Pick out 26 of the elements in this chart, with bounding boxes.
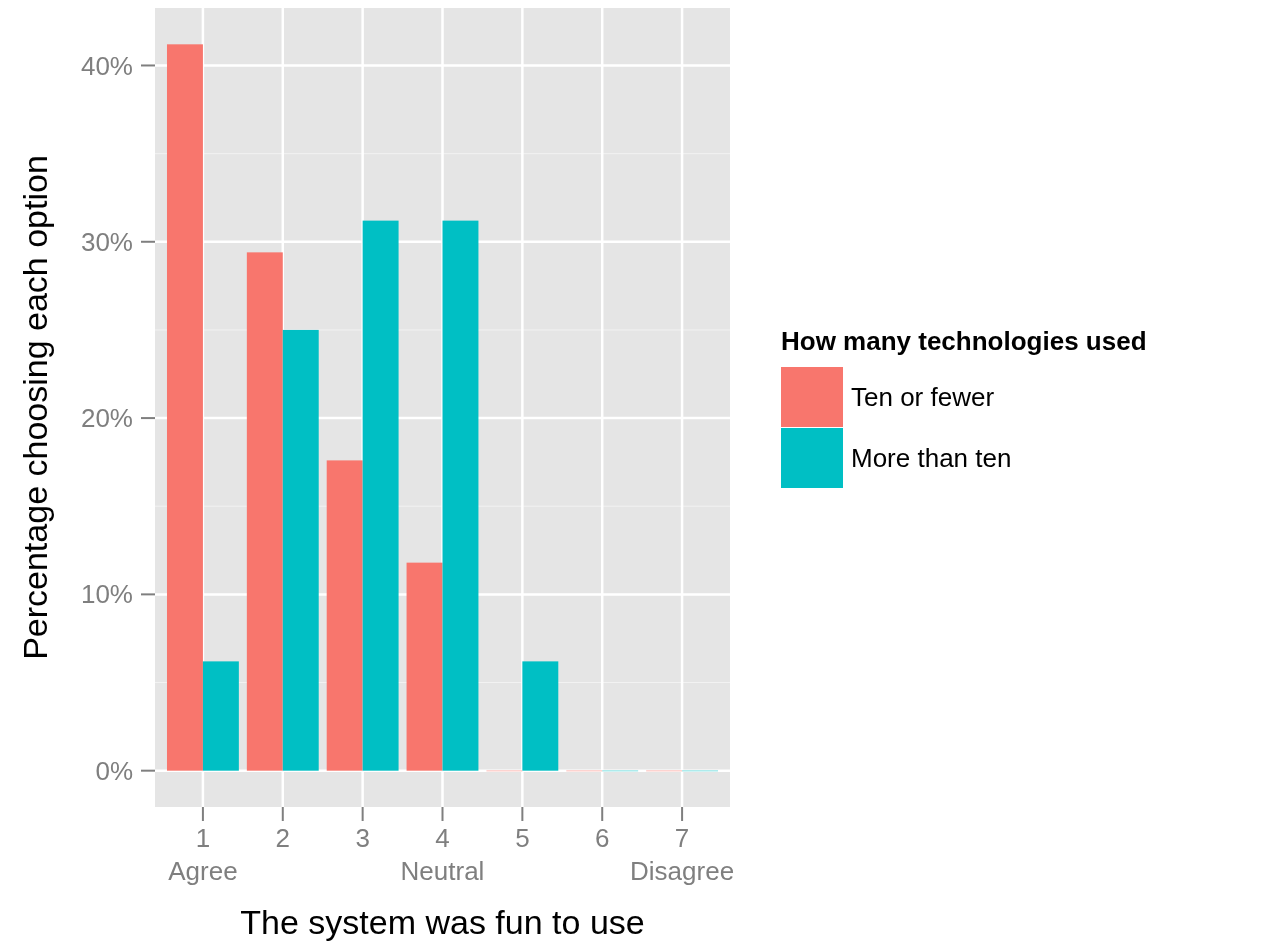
x-tick-label: 3 — [355, 823, 370, 853]
x-tick-label: 6 — [594, 823, 610, 853]
legend-label: Ten or fewer — [851, 382, 995, 413]
x-tick-label: 1 Agree — [168, 823, 238, 886]
bar — [442, 220, 479, 771]
y-tick-label: 20% — [80, 403, 133, 434]
bar — [246, 252, 283, 771]
y-tick-label: 10% — [80, 579, 133, 610]
bar — [362, 220, 399, 771]
x-axis-title: The system was fun to use — [240, 903, 645, 941]
bar — [326, 460, 363, 771]
bar — [166, 44, 203, 771]
x-tick-label: 2 — [275, 823, 291, 853]
legend-label: More than ten — [851, 443, 1012, 474]
y-tick-label: 0% — [95, 755, 133, 786]
bar — [406, 562, 443, 771]
y-tick-label: 30% — [80, 226, 133, 257]
x-tick-label: 5 — [515, 823, 530, 853]
legend-title: How many technologies used — [781, 326, 1147, 356]
x-tick-label: 4 Neutral — [400, 823, 485, 886]
y-axis-title: Percentage choosing each option — [16, 155, 54, 660]
x-tick-label: 7 Disagree — [630, 823, 735, 886]
bar — [202, 661, 239, 771]
bar — [282, 329, 319, 771]
bar — [522, 661, 559, 771]
y-tick-label: 40% — [80, 50, 133, 81]
